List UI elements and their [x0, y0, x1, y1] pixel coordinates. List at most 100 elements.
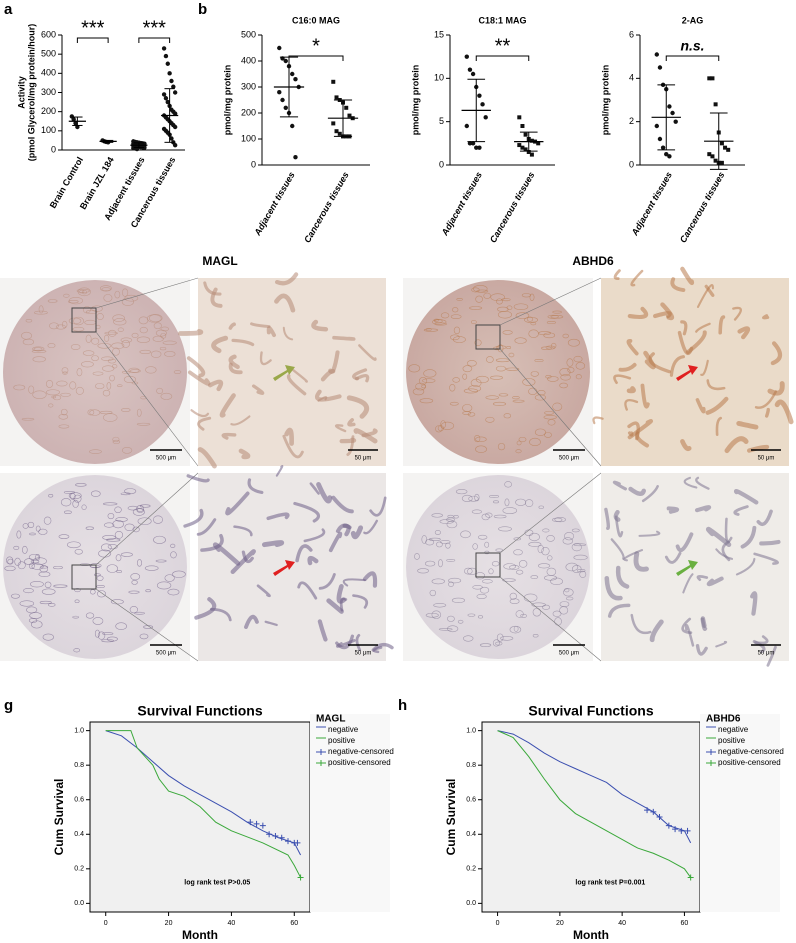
tissue-texture: [491, 561, 500, 567]
tissue-texture: [132, 526, 140, 533]
tissue-texture: [547, 314, 559, 319]
tissue-texture: [449, 401, 459, 406]
legend-symbol: [316, 749, 326, 755]
detail-texture: [770, 341, 783, 366]
tissue-texture: [139, 504, 151, 508]
legend-label: negative-censored: [328, 747, 394, 756]
tissue-texture: [485, 512, 493, 518]
tissue-texture: [91, 337, 100, 345]
detail-texture: [264, 620, 278, 627]
zoom-line: [499, 348, 602, 467]
detail-texture: [352, 594, 369, 609]
tissue-texture: [502, 330, 513, 335]
detail-texture: [774, 399, 794, 425]
detail-background: [198, 473, 386, 661]
tissue-texture: [121, 446, 133, 454]
detail-texture: [638, 530, 661, 537]
detail-texture: [247, 478, 264, 495]
y-tick-label: 500: [41, 49, 56, 59]
tissue-texture: [467, 567, 477, 575]
scale-label: 50 μm: [758, 651, 775, 657]
data-point: [169, 78, 174, 84]
tissue-texture: [559, 368, 571, 377]
tissue-texture: [109, 374, 115, 382]
tissue-texture: [571, 528, 580, 533]
detail-texture: [680, 439, 692, 451]
tissue-texture: [496, 633, 504, 642]
detail-texture: [317, 619, 328, 642]
tissue-texture: [573, 355, 583, 363]
x-tick-label: Adjacent tissues: [252, 170, 297, 238]
y-tick-label: 0.0: [74, 900, 84, 907]
tissue-texture: [81, 504, 87, 510]
data-point: [707, 76, 712, 81]
tissue-texture: [505, 367, 520, 371]
detail-texture: [740, 525, 757, 549]
tissue-texture: [497, 442, 506, 451]
tissue-texture: [422, 378, 436, 384]
tissue-texture: [16, 530, 22, 539]
tissue-texture: [29, 580, 44, 588]
tissue-texture: [24, 558, 35, 565]
tissue-texture: [153, 535, 166, 544]
tissue-texture: [63, 510, 72, 514]
tissue-texture: [58, 413, 69, 420]
tissue-texture: [573, 543, 587, 547]
tissue-texture: [532, 607, 542, 617]
tissue-texture: [70, 344, 81, 350]
tissue-texture: [514, 337, 527, 344]
tissue-texture: [462, 404, 473, 412]
tissue-texture: [532, 633, 539, 638]
tissue-texture: [490, 375, 503, 380]
tissue-texture: [562, 333, 569, 339]
tissue-texture: [452, 307, 459, 313]
tissue-texture: [451, 597, 465, 603]
detail-texture: [736, 421, 759, 430]
data-point: [161, 46, 167, 51]
y-tick-label: 4: [629, 73, 634, 83]
tissue-texture: [82, 350, 95, 356]
y-tick-label: 200: [41, 106, 56, 116]
tissue-texture: [466, 360, 477, 367]
data-point: [280, 97, 285, 103]
tissue-texture: [21, 331, 32, 340]
tissue-texture: [448, 577, 462, 584]
chart-title: C18:1 MAG: [478, 15, 526, 25]
tissue-texture: [63, 491, 76, 494]
x-tick-label: Adjacent tissues: [629, 170, 674, 238]
x-tick-label: 20: [165, 920, 173, 927]
legend-label: positive: [718, 736, 746, 745]
detail-texture: [230, 415, 251, 426]
tissue-texture: [106, 636, 118, 642]
stain-header: ABHD6: [572, 254, 614, 268]
legend-label: positive-censored: [718, 758, 781, 767]
detail-texture: [681, 617, 693, 635]
detail-texture: [256, 584, 271, 598]
tissue-texture: [112, 347, 120, 356]
tissue-texture: [440, 421, 455, 430]
data-point: [165, 99, 170, 105]
tissue-texture: [85, 526, 94, 530]
tissue-texture: [45, 379, 54, 388]
tissue-texture: [115, 517, 128, 522]
tissue-texture: [575, 362, 586, 370]
significance-bracket: [665, 55, 720, 61]
detail-texture: [186, 356, 206, 378]
legend-area: [310, 714, 390, 912]
tissue-texture: [58, 424, 70, 429]
detail-texture: [230, 549, 256, 575]
micrographs: 500 μm 50 μm 500 μm 50 μm 500 μm 50 μm 500 μm 5…: [0, 266, 794, 667]
tissue-texture: [22, 523, 29, 529]
tissue-texture: [28, 385, 35, 394]
tissue-texture: [508, 352, 515, 358]
tissue-texture: [544, 432, 552, 438]
tissue-texture: [112, 436, 120, 443]
tissue-texture: [114, 506, 122, 514]
tissue-texture: [139, 326, 148, 334]
detail-texture: [369, 496, 387, 517]
survival-line: [497, 730, 692, 878]
tissue-texture: [523, 593, 538, 602]
tissue-texture: [529, 293, 535, 301]
y-tick-label: 100: [241, 133, 256, 143]
tissue-texture: [438, 559, 443, 568]
